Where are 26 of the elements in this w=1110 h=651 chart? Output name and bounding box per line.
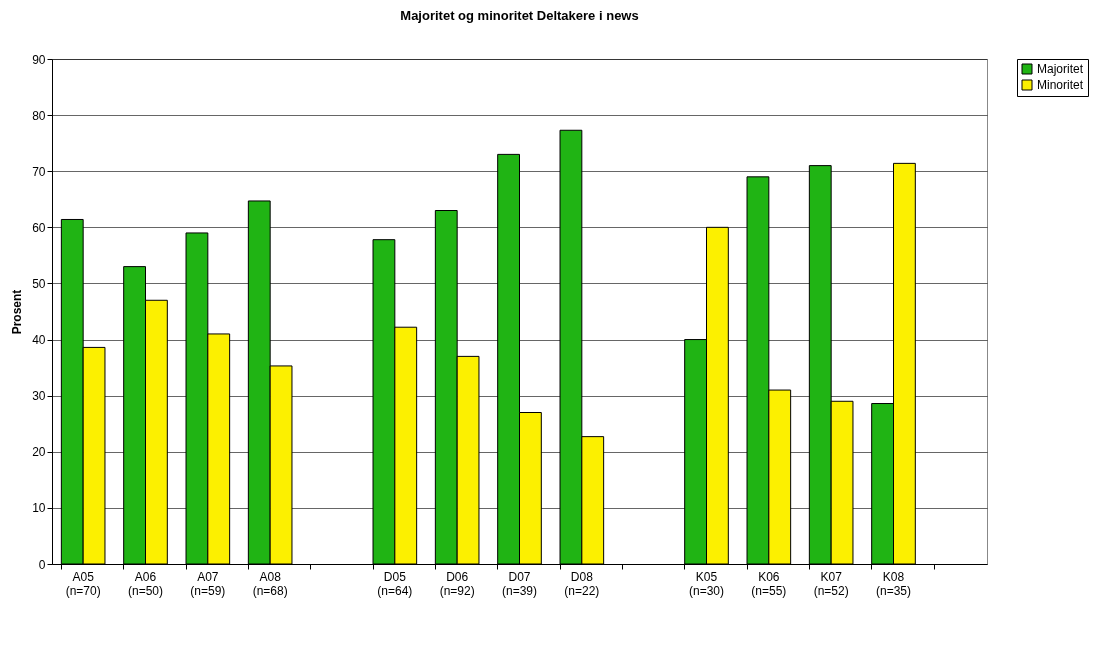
x-tick-label: A05 (n=70) [65,569,101,598]
x-tick-label: D08 (n=22) [564,569,600,598]
y-tick-label: 0 [38,557,46,572]
y-tick-label: 20 [32,445,46,460]
x-tick-label: D07 (n=39) [501,569,538,598]
y-tick-label: 30 [32,389,46,404]
x-tick-label: K08 (n=35) [875,569,912,598]
y-tick-label: 90 [32,52,46,67]
x-tick-label: K06 (n=55) [751,569,787,598]
legend-label: Minoritet [1037,78,1084,92]
y-tick-label: 50 [32,276,46,291]
x-tick-label: D06 (n=92) [439,569,475,598]
chart-title: Majoritet og minoritet Deltakere i news [400,8,639,23]
x-tick-label: A06 (n=50) [127,569,164,598]
y-tick-label: 80 [32,108,46,123]
x-tick-label: A07 (n=59) [190,569,226,598]
y-tick-label: 70 [32,164,46,179]
y-axis-title: Prosent [10,289,25,335]
x-tick-label: K05 (n=30) [688,569,725,598]
y-tick-label: 60 [32,220,46,235]
x-tick-label: A08 (n=68) [252,569,288,598]
x-tick-label: K07 (n=52) [813,569,849,598]
y-tick-label: 40 [32,333,46,348]
y-tick-label: 10 [32,501,46,516]
legend-label: Majoritet [1037,62,1084,76]
x-tick-label: D05 (n=64) [377,569,413,598]
